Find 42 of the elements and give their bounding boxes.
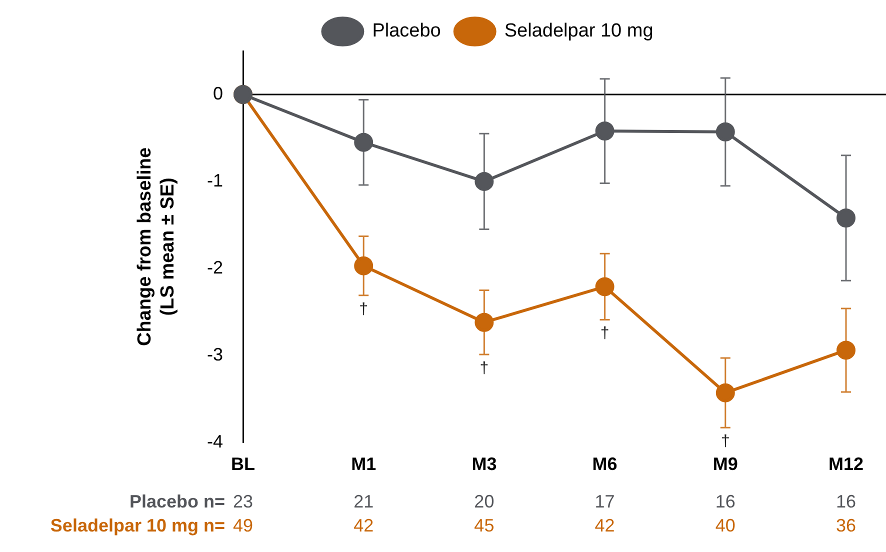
y-tick-label: -2	[206, 257, 223, 278]
text: 17	[594, 491, 615, 512]
text: Seladelpar 10 mg n=	[50, 515, 225, 536]
x-tick-label: M6	[592, 454, 618, 474]
text: 42	[354, 515, 374, 536]
x-tick-label: M9	[712, 454, 738, 474]
point	[354, 132, 374, 152]
text: 21	[354, 491, 374, 512]
point	[836, 340, 856, 360]
point	[595, 122, 614, 141]
point	[836, 208, 856, 228]
y-tick-label: -1	[206, 170, 223, 190]
legend-label: Seladelpar 10 mg	[504, 20, 654, 42]
x-tick-label: BL	[231, 454, 255, 474]
y-tick-label: -4	[206, 431, 223, 452]
text: 23	[232, 491, 254, 512]
point	[716, 122, 735, 142]
point	[595, 277, 614, 296]
text: 16	[836, 491, 856, 512]
text: 20	[474, 491, 494, 512]
text: 36	[836, 515, 856, 536]
annotation: †	[720, 433, 730, 450]
y-tick-label: 0	[212, 83, 223, 104]
y-tick-label: -3	[206, 344, 223, 364]
text: Placebo n=	[129, 491, 225, 512]
annotation: †	[600, 325, 610, 342]
point	[716, 383, 735, 402]
y-axis-title: Change from baseline (LS mean ± SE)	[134, 147, 178, 346]
point	[354, 256, 374, 276]
text: 49	[232, 515, 254, 536]
point	[474, 172, 494, 191]
x-tick-label: M1	[351, 454, 376, 474]
text: 42	[594, 515, 615, 536]
text: 45	[474, 515, 494, 536]
text: 40	[715, 515, 736, 536]
text: 16	[715, 491, 736, 512]
point	[474, 312, 494, 332]
legend-label: Placebo	[372, 20, 441, 42]
x-tick-label: M12	[828, 454, 864, 474]
annotation: †	[359, 300, 368, 318]
annotation: †	[480, 360, 489, 377]
x-tick-label: M3	[472, 454, 497, 474]
